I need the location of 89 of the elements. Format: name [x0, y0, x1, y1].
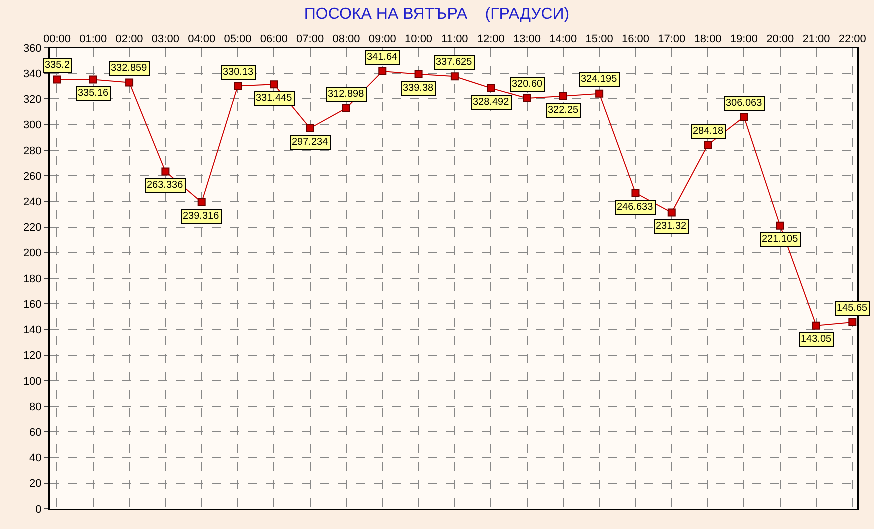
- point: [270, 80, 278, 89]
- y-tick-label: 20: [30, 478, 42, 490]
- point: [668, 208, 676, 217]
- y-tick-label: 140: [23, 324, 42, 337]
- x-tick-label: 06:00: [260, 34, 288, 46]
- point: [450, 72, 459, 81]
- y-tick-label: 40: [30, 452, 42, 465]
- data-label: 324.195: [581, 74, 618, 85]
- x-tick-label: 20:00: [766, 34, 794, 46]
- x-tick-label: 01:00: [80, 34, 108, 46]
- data-label: 143.05: [801, 334, 832, 345]
- y-tick-label: 360: [23, 42, 42, 55]
- point: [378, 68, 387, 76]
- point: [414, 70, 423, 78]
- data-label: 145.65: [837, 303, 868, 314]
- y-tick-label: 200: [23, 248, 42, 260]
- x-tick-label: 00:00: [43, 34, 71, 46]
- y-tick-label: 0: [36, 504, 42, 516]
- data-label: 312.898: [328, 89, 365, 100]
- data-label: 330.13: [223, 67, 254, 78]
- x-tick-label: 07:00: [296, 34, 324, 46]
- data-label: 341.64: [367, 52, 398, 63]
- point: [89, 76, 98, 84]
- y-tick-label: 120: [23, 350, 42, 362]
- y-tick-label: 240: [23, 196, 42, 209]
- point: [126, 78, 134, 87]
- data-label: 322.25: [548, 105, 580, 116]
- data-label: 284.18: [693, 126, 724, 137]
- y-tick-label: 100: [23, 376, 42, 388]
- point: [162, 168, 170, 176]
- point: [53, 76, 62, 84]
- y-tick-label: 280: [23, 145, 42, 158]
- data-label: 221.105: [762, 234, 799, 245]
- x-tick-label: 17:00: [658, 34, 686, 46]
- x-tick-label: 14:00: [550, 34, 578, 46]
- point: [848, 318, 857, 326]
- x-tick-label: 04:00: [188, 34, 216, 46]
- y-tick-label: 260: [23, 170, 42, 183]
- x-tick-label: 08:00: [332, 34, 360, 46]
- y-tick-label: 80: [30, 401, 42, 414]
- x-tick-label: 18:00: [694, 34, 722, 46]
- point: [234, 82, 242, 90]
- y-tick-label: 160: [23, 298, 42, 311]
- y-tick-label: 220: [23, 222, 42, 234]
- point: [523, 94, 532, 102]
- point: [596, 90, 604, 98]
- x-tick-label: 09:00: [368, 34, 396, 46]
- data-label: 239.316: [183, 211, 220, 222]
- x-tick-label: 03:00: [152, 34, 180, 46]
- x-tick-label: 10:00: [405, 34, 433, 46]
- chart-title: ПОСОКА НА ВЯТЪРА (ГРАДУСИ): [304, 6, 570, 24]
- x-tick-label: 12:00: [477, 34, 505, 46]
- point: [198, 198, 206, 207]
- y-tick-label: 180: [23, 273, 42, 286]
- y-tick-label: 300: [23, 120, 42, 132]
- x-tick-label: 11:00: [442, 34, 468, 46]
- data-label: 297.234: [292, 137, 329, 148]
- y-tick-label: 60: [30, 427, 42, 440]
- x-tick-label: 19:00: [730, 34, 758, 46]
- x-tick-label: 13:00: [513, 34, 542, 46]
- data-label: 335.16: [78, 88, 110, 99]
- point: [559, 92, 568, 100]
- point: [740, 113, 748, 122]
- x-tick-label: 22:00: [838, 34, 866, 46]
- data-label: 331.445: [256, 93, 293, 104]
- data-label: 337.625: [436, 57, 473, 68]
- x-tick-label: 02:00: [116, 34, 144, 46]
- point: [704, 141, 712, 150]
- x-tick-label: 15:00: [586, 34, 614, 46]
- data-label: 332.859: [111, 63, 148, 74]
- point: [812, 322, 821, 330]
- y-tick-label: 340: [23, 68, 42, 80]
- point: [306, 124, 314, 132]
- y-tick-label: 320: [23, 94, 42, 106]
- data-label: 320.60: [512, 79, 544, 90]
- data-label: 335.2: [45, 60, 70, 71]
- point: [776, 222, 784, 230]
- data-label: 306.063: [726, 98, 763, 109]
- data-label: 328.492: [473, 97, 510, 108]
- data-label: 246.633: [617, 202, 654, 213]
- x-tick-label: 05:00: [224, 34, 252, 46]
- point: [632, 189, 640, 198]
- x-tick-label: 16:00: [622, 34, 650, 46]
- data-label: 263.336: [147, 180, 184, 191]
- data-label: 339.38: [403, 83, 434, 94]
- x-tick-label: 21:00: [802, 34, 830, 46]
- data-label: 231.32: [656, 221, 688, 232]
- point: [487, 84, 496, 92]
- point: [342, 104, 350, 112]
